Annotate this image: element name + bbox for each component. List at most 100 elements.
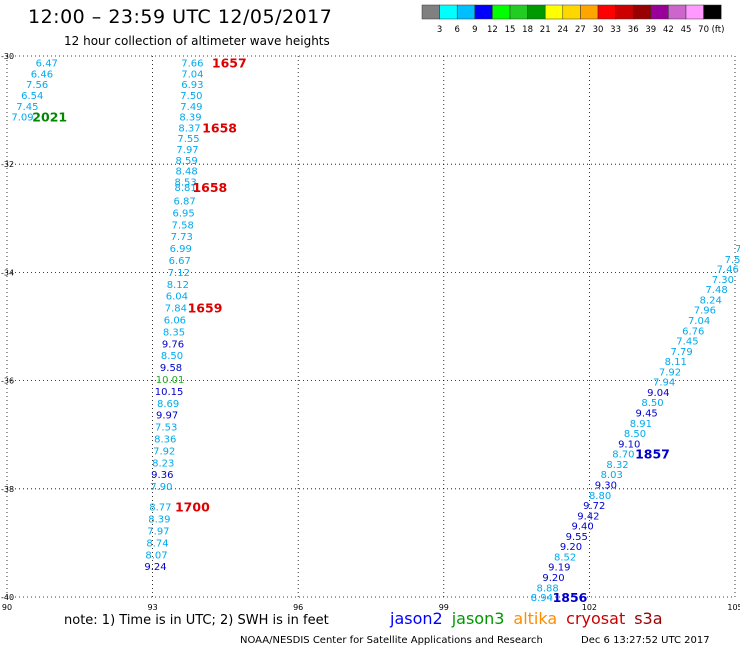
wave-height-point: 10.15 <box>155 387 184 398</box>
legend-entry-jason2: jason2 <box>390 609 443 628</box>
wave-height-point: 6.95 <box>173 208 195 219</box>
wave-height-point: 9.36 <box>151 470 173 481</box>
credit-line: NOAA/NESDIS Center for Satellite Applica… <box>240 635 543 646</box>
y-tick-label: -40 <box>1 593 14 602</box>
wave-height-point: 6.47 <box>36 58 58 69</box>
chart-title: 12:00 – 23:59 UTC 12/05/2017 <box>28 6 333 28</box>
wave-height-point: 7. <box>735 244 740 255</box>
wave-height-point: 8.70 <box>612 450 634 461</box>
wave-height-point: 7.79 <box>670 347 692 358</box>
colorbar-label: 21 <box>540 25 551 35</box>
colorbar-label: 3 <box>437 25 442 35</box>
wave-height-point: 7.66 <box>181 58 203 69</box>
wave-height-point: 8.50 <box>161 351 183 362</box>
wave-height-point: 6.87 <box>173 196 195 207</box>
satellite-legend: jason2 jason3 altika cryosat s3a <box>390 609 672 628</box>
wave-height-point: 7.55 <box>177 134 199 145</box>
x-tick-label: 102 <box>582 603 597 612</box>
pass-time-annotation: 1857 <box>635 447 670 462</box>
wave-height-point: 7.30 <box>712 275 734 286</box>
wave-height-point: 7.09 <box>11 113 33 124</box>
wave-height-point: 7.49 <box>180 102 202 113</box>
wave-height-point: 7.84 <box>165 304 187 315</box>
wave-height-point: 7.45 <box>16 102 38 113</box>
wave-height-point: 9.45 <box>636 409 658 420</box>
wave-height-point: 10.01 <box>156 375 185 386</box>
legend-entry-altika: altika <box>513 609 558 628</box>
wave-height-point: 9.20 <box>542 573 564 584</box>
wave-height-point: 8.35 <box>163 327 185 338</box>
wave-height-point: 8.24 <box>700 295 722 306</box>
wave-height-point: 7.48 <box>705 285 727 296</box>
wave-height-point: 7.92 <box>659 367 681 378</box>
footer-note: note: 1) Time is in UTC; 2) SWH is in fe… <box>64 613 329 628</box>
wave-height-point: 7.56 <box>26 80 48 91</box>
y-tick-label: -36 <box>1 377 14 386</box>
wave-height-point: 7.04 <box>688 316 710 327</box>
wave-height-point: 7.58 <box>172 220 194 231</box>
pass-time-annotation: 1856 <box>553 590 588 605</box>
colorbar-label: 15 <box>505 25 516 35</box>
colorbar-label: 9 <box>472 25 477 35</box>
wave-height-point: 7.92 <box>153 446 175 457</box>
wave-height-point: 8.03 <box>601 470 623 481</box>
wave-height-point: 7.97 <box>147 526 169 537</box>
colorbar-label: 6 <box>454 25 459 35</box>
wave-height-point: 7.96 <box>694 306 716 317</box>
y-tick-label: -32 <box>1 160 14 169</box>
wave-height-point: 8.07 <box>145 550 167 561</box>
wave-height-point: 7.45 <box>676 337 698 348</box>
wave-height-point: 8.37 <box>178 123 200 134</box>
legend-entry-jason3: jason3 <box>451 609 505 628</box>
wave-height-point: 8.59 <box>175 156 197 167</box>
wave-height-point: 8.80 <box>589 491 611 502</box>
wave-height-point: 8.88 <box>537 583 559 594</box>
legend-entry-s3a: s3a <box>634 609 663 628</box>
wave-height-point: 8.53 <box>174 178 196 189</box>
wave-height-point: 7.90 <box>150 482 172 493</box>
wave-height-point: 6.46 <box>31 69 53 80</box>
x-tick-label: 93 <box>148 603 158 612</box>
wave-height-point: 8.39 <box>179 113 201 124</box>
colorbar-label: 12 <box>487 25 498 35</box>
colorbar-label: 24 <box>557 25 568 35</box>
wave-height-point: 6.76 <box>682 326 704 337</box>
wave-height-point: 7.5 <box>725 255 740 266</box>
wave-height-point: 8.36 <box>154 434 176 445</box>
wave-height-point: 9.97 <box>156 411 178 422</box>
wave-height-point: 7.53 <box>155 423 177 434</box>
y-tick-label: -30 <box>1 52 14 61</box>
pass-time-annotation: 2021 <box>32 110 67 125</box>
pass-time-annotation: 1659 <box>188 301 223 316</box>
wave-height-point: 8.69 <box>157 399 179 410</box>
wave-height-point: 8.50 <box>641 398 663 409</box>
wave-height-point: 6.99 <box>170 244 192 255</box>
wave-height-point: 8.50 <box>624 429 646 440</box>
wave-height-point: 6.54 <box>21 91 43 102</box>
wave-height-point: 6.67 <box>169 256 191 267</box>
wave-height-point: 8.32 <box>606 460 628 471</box>
wave-height-point: 8.11 <box>665 357 687 368</box>
colorbar-label: 45 <box>681 25 692 35</box>
x-tick-label: 90 <box>2 603 12 612</box>
wave-height-point: 9.10 <box>618 439 640 450</box>
wave-height-point: 6.06 <box>164 315 186 326</box>
wave-height-point: 9.58 <box>160 363 182 374</box>
colorbar-swatch <box>703 4 722 20</box>
wave-height-point: 8.39 <box>148 515 170 526</box>
wave-height-point: 8.12 <box>167 280 189 291</box>
x-tick-label: 99 <box>439 603 449 612</box>
wave-height-point: 9.30 <box>595 480 617 491</box>
wave-height-point: 9.72 <box>583 501 605 512</box>
wave-height-point: 9.24 <box>144 562 166 573</box>
wave-height-point: 7.73 <box>171 232 193 243</box>
wave-height-point: 9.04 <box>647 388 669 399</box>
wave-height-point: 8.48 <box>175 167 197 178</box>
chart-subtitle: 12 hour collection of altimeter wave hei… <box>64 34 330 48</box>
colorbar-label: 70 <box>698 25 709 35</box>
wave-height-point: 7.04 <box>181 69 203 80</box>
generation-timestamp: Dec 6 13:27:52 UTC 2017 <box>581 635 710 646</box>
wave-height-point: 8.77 <box>149 503 171 514</box>
wave-height-point: 7.97 <box>176 145 198 156</box>
